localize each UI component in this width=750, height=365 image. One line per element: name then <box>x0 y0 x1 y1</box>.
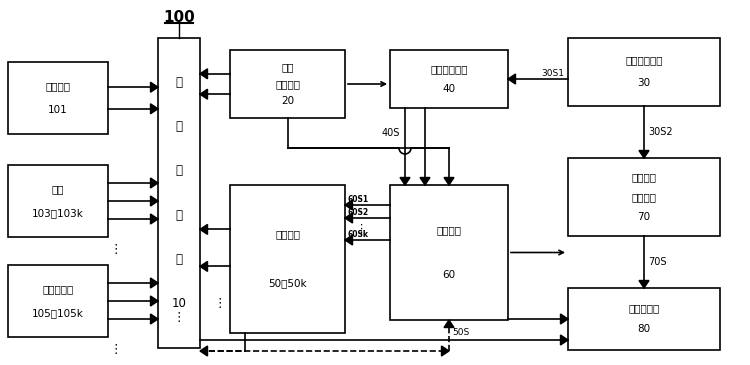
Text: 端: 端 <box>176 164 182 177</box>
Bar <box>568 38 720 106</box>
Text: 60S1: 60S1 <box>348 195 369 204</box>
Text: ⋮: ⋮ <box>356 224 367 234</box>
Text: ⋮: ⋮ <box>110 242 122 255</box>
Text: 电压: 电压 <box>281 62 294 72</box>
Polygon shape <box>345 235 352 245</box>
Polygon shape <box>345 200 352 210</box>
Text: 20: 20 <box>281 96 294 106</box>
Text: ⋮: ⋮ <box>172 311 185 324</box>
Text: ⋮: ⋮ <box>110 342 122 356</box>
Bar <box>230 185 345 333</box>
Polygon shape <box>151 314 158 324</box>
Text: 40S: 40S <box>382 128 400 138</box>
Text: 切换电路: 切换电路 <box>275 229 300 239</box>
Bar <box>8 165 108 237</box>
Polygon shape <box>200 69 208 79</box>
Polygon shape <box>151 196 158 206</box>
Text: 盘管电磁阀: 盘管电磁阀 <box>42 284 74 294</box>
Text: 控制电路: 控制电路 <box>436 225 461 235</box>
Text: 50S: 50S <box>452 328 470 337</box>
Text: 40: 40 <box>442 84 455 94</box>
Polygon shape <box>442 346 449 356</box>
Bar <box>8 62 108 134</box>
Polygon shape <box>444 177 454 185</box>
Polygon shape <box>639 150 649 158</box>
Text: 50～50k: 50～50k <box>268 278 307 289</box>
Polygon shape <box>200 224 208 234</box>
Polygon shape <box>200 89 208 99</box>
Text: 温度检测电路: 温度检测电路 <box>430 64 468 74</box>
Text: 温度设定电路: 温度设定电路 <box>626 56 663 66</box>
Text: 数字信号: 数字信号 <box>632 173 656 182</box>
Polygon shape <box>444 320 454 327</box>
Text: 座: 座 <box>176 253 182 266</box>
Polygon shape <box>151 104 158 114</box>
Bar <box>390 185 508 320</box>
Text: 101: 101 <box>48 105 68 115</box>
Text: 风机: 风机 <box>52 184 64 194</box>
Polygon shape <box>560 335 568 345</box>
Bar <box>8 265 108 337</box>
Text: 变换电路: 变换电路 <box>275 79 300 89</box>
Bar <box>568 158 720 236</box>
Polygon shape <box>639 280 649 288</box>
Text: 70S: 70S <box>648 257 667 267</box>
Text: 80: 80 <box>638 324 650 334</box>
Polygon shape <box>200 346 208 356</box>
Text: 数字显示器: 数字显示器 <box>628 304 660 314</box>
Polygon shape <box>400 177 410 185</box>
Text: 子: 子 <box>176 209 182 222</box>
Polygon shape <box>508 74 515 84</box>
Bar <box>390 50 508 108</box>
Polygon shape <box>151 214 158 224</box>
Text: 10: 10 <box>172 297 187 310</box>
Polygon shape <box>151 82 158 92</box>
Text: ⋮: ⋮ <box>214 296 226 310</box>
Text: 60: 60 <box>442 270 455 280</box>
Polygon shape <box>345 213 352 223</box>
Polygon shape <box>420 177 430 185</box>
Bar <box>568 288 720 350</box>
Text: 60S2: 60S2 <box>348 208 369 217</box>
Text: 60Sk: 60Sk <box>348 230 369 239</box>
Text: 70: 70 <box>638 211 650 222</box>
Polygon shape <box>151 278 158 288</box>
Text: 线: 线 <box>176 120 182 133</box>
Polygon shape <box>151 296 158 306</box>
Text: 接: 接 <box>176 76 182 89</box>
Text: 30: 30 <box>638 78 650 88</box>
Text: 100: 100 <box>164 11 195 26</box>
Text: 30S2: 30S2 <box>648 127 673 137</box>
Text: 30S1: 30S1 <box>541 69 564 78</box>
Text: 变换电路: 变换电路 <box>632 192 656 202</box>
Text: 103～103k: 103～103k <box>32 208 84 218</box>
Bar <box>158 38 200 348</box>
Text: 105～105k: 105～105k <box>32 308 84 318</box>
Polygon shape <box>151 178 158 188</box>
Bar <box>230 50 345 118</box>
Text: 交流电源: 交流电源 <box>46 81 70 91</box>
Polygon shape <box>200 261 208 272</box>
Polygon shape <box>560 314 568 324</box>
